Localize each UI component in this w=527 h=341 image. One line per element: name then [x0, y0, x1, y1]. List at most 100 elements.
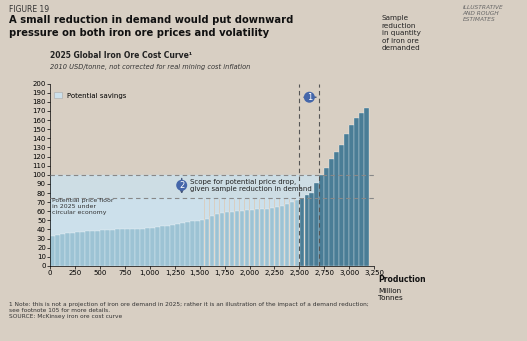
Bar [50, 236, 55, 266]
Text: Scope for potential price drop,
given sample reduction in demand: Scope for potential price drop, given sa… [190, 179, 311, 192]
Bar [319, 175, 324, 266]
Bar [90, 231, 95, 266]
Bar [185, 222, 190, 266]
Bar [75, 197, 80, 232]
Bar [180, 197, 184, 223]
Bar [255, 197, 259, 209]
Bar [265, 208, 269, 266]
Bar [120, 229, 125, 266]
Bar [165, 226, 170, 266]
Bar [175, 197, 180, 224]
Bar [289, 197, 294, 202]
Bar [115, 229, 120, 266]
Bar [220, 213, 225, 266]
Bar [295, 197, 299, 200]
Bar [190, 197, 194, 221]
Bar [280, 206, 284, 266]
Bar [335, 152, 339, 266]
Bar [275, 207, 279, 266]
Bar [240, 197, 245, 211]
Bar [155, 227, 160, 266]
Bar [339, 145, 344, 266]
Bar [364, 108, 369, 266]
Bar [180, 223, 184, 266]
Bar [115, 197, 120, 229]
Bar [275, 197, 279, 207]
Bar [110, 231, 115, 266]
Bar [280, 197, 284, 206]
Bar [110, 197, 115, 231]
Bar [140, 228, 144, 266]
Bar [245, 197, 249, 210]
Bar [160, 197, 164, 226]
Bar [240, 211, 245, 266]
Bar [349, 124, 354, 266]
Text: ILLUSTRATIVE
AND ROUGH
ESTIMATES: ILLUSTRATIVE AND ROUGH ESTIMATES [463, 5, 503, 22]
Bar [90, 197, 95, 231]
Bar [210, 216, 214, 266]
Bar [170, 197, 174, 225]
Bar [359, 113, 364, 266]
Bar [80, 197, 85, 232]
Bar [250, 210, 255, 266]
Bar [150, 228, 154, 266]
Bar [245, 210, 249, 266]
Bar [305, 195, 309, 266]
Bar [260, 197, 265, 209]
Text: 2025 Global Iron Ore Cost Curve¹: 2025 Global Iron Ore Cost Curve¹ [50, 51, 192, 60]
Bar [130, 228, 135, 266]
Bar [225, 212, 229, 266]
Bar [285, 197, 289, 204]
Bar [270, 197, 274, 208]
Bar [105, 197, 110, 231]
Bar [265, 197, 269, 208]
Bar [60, 197, 65, 234]
Bar [205, 220, 209, 266]
Bar [210, 197, 214, 216]
Bar [230, 197, 235, 212]
Text: Potential price floor
in 2025 under
circular economy: Potential price floor in 2025 under circ… [52, 198, 113, 215]
Bar [295, 200, 299, 266]
Text: FIGURE 19: FIGURE 19 [9, 5, 50, 14]
Bar [50, 197, 55, 236]
Bar [80, 232, 85, 266]
Bar [255, 209, 259, 266]
Bar [354, 118, 359, 266]
Text: 2: 2 [179, 181, 184, 190]
Bar [200, 220, 204, 266]
Bar [100, 197, 105, 231]
Bar [160, 226, 164, 266]
Bar [299, 197, 304, 266]
Bar [225, 197, 229, 212]
Bar [235, 211, 239, 266]
Bar [95, 231, 100, 266]
Bar [250, 197, 255, 210]
Bar [70, 197, 75, 233]
Bar [135, 197, 140, 228]
Bar [75, 232, 80, 266]
Bar [55, 197, 60, 235]
Bar [215, 197, 219, 214]
Bar [85, 231, 90, 266]
Bar [150, 197, 154, 228]
Bar [70, 233, 75, 266]
Bar [130, 197, 135, 228]
Bar [329, 159, 334, 266]
Bar [105, 231, 110, 266]
Bar [65, 233, 70, 266]
Text: Production: Production [378, 275, 426, 283]
Bar [135, 228, 140, 266]
Bar [309, 193, 314, 266]
Bar [195, 197, 200, 221]
Bar [85, 197, 90, 231]
Text: Million
Tonnes: Million Tonnes [378, 288, 403, 301]
Bar [125, 197, 130, 229]
Text: 2010 USD/tonne, not corrected for real mining cost inflation: 2010 USD/tonne, not corrected for real m… [50, 63, 250, 70]
Bar [60, 234, 65, 266]
Bar [230, 212, 235, 266]
Bar [220, 197, 225, 213]
Bar [175, 224, 180, 266]
Bar [235, 197, 239, 211]
Bar [165, 197, 170, 226]
Bar [315, 183, 319, 266]
